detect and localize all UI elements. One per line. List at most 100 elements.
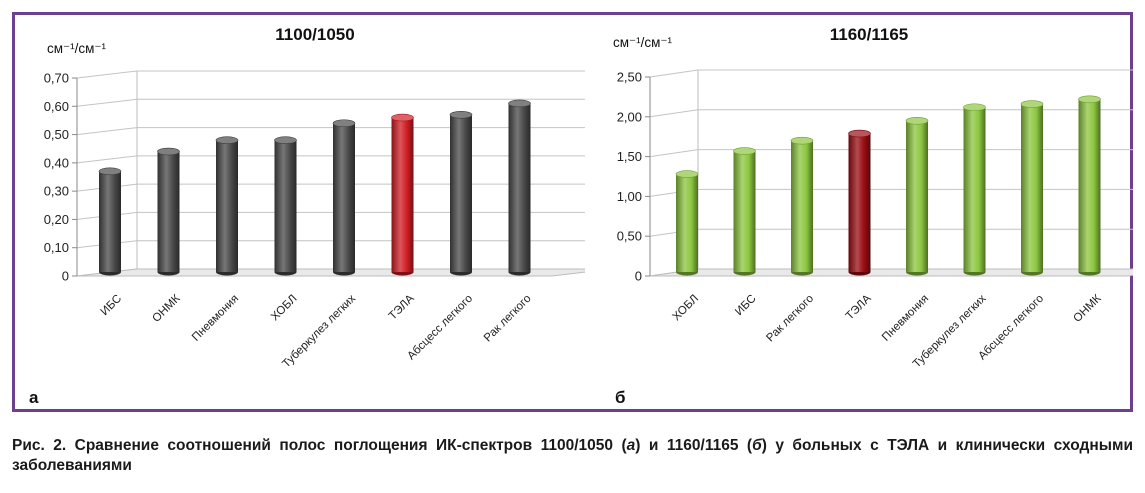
- figure-frame: 0 0,10 0,20 0,30 0,40 0,50 0,60 0,70 ИБС ОНМК Пнев…: [12, 12, 1133, 412]
- y-tick-label: 1,50: [617, 149, 642, 164]
- chart-title: 1160/1165: [830, 25, 908, 44]
- bar-body: [508, 103, 531, 272]
- bar: [1078, 95, 1101, 276]
- y-tick-label: 2,50: [617, 70, 642, 85]
- y-axis-unit: см⁻¹/см⁻¹: [613, 35, 673, 50]
- x-tick-label: Рак легкого: [764, 293, 816, 345]
- bar: [733, 147, 756, 276]
- bar-body: [676, 174, 698, 272]
- x-tick-label: Пневмония: [190, 293, 241, 344]
- gridline-diag: [649, 69, 699, 78]
- bar-top: [905, 116, 929, 125]
- bar-body: [791, 140, 813, 272]
- gridline-diag: [649, 109, 699, 118]
- bar-top: [1020, 100, 1044, 108]
- panel-label: б: [615, 388, 626, 407]
- bar: [1020, 100, 1044, 276]
- gridline-diag: [76, 127, 138, 136]
- bar-top: [675, 170, 699, 178]
- bar-body: [216, 140, 238, 272]
- bar: [157, 147, 180, 276]
- x-tick-label: Абсцесс легкого: [405, 293, 475, 363]
- bar-top: [848, 129, 871, 138]
- bar-body: [1021, 104, 1043, 273]
- bar-top: [157, 147, 180, 156]
- gridlines: [649, 69, 1133, 277]
- x-tick-label: ТЭЛА: [387, 292, 417, 322]
- chart-title: 1100/1050: [275, 25, 354, 44]
- y-tick-label: 0: [635, 269, 642, 284]
- bar-body: [963, 107, 986, 272]
- bar-body: [906, 120, 928, 272]
- y-tick-label: 2,00: [617, 109, 642, 124]
- bar: [332, 119, 356, 276]
- y-tick-label: 0,20: [44, 212, 69, 227]
- bar: [98, 167, 122, 276]
- bar-body: [333, 123, 355, 272]
- gridline-diag: [76, 155, 138, 164]
- bar-top: [274, 136, 297, 145]
- caption-part3: ) у больных с ТЭЛА и клинически сходными…: [12, 437, 1133, 474]
- y-tick-label: 0,70: [44, 71, 69, 86]
- bar: [391, 113, 414, 276]
- bar-body: [848, 133, 871, 272]
- chart-floor: [649, 268, 1133, 277]
- bar: [449, 110, 473, 276]
- bar-top: [790, 136, 814, 145]
- bar-body: [450, 114, 472, 273]
- bar-top: [733, 147, 756, 155]
- chart-panel-a: 0 0,10 0,20 0,30 0,40 0,50 0,60 0,70 ИБС ОНМК Пнев…: [29, 25, 585, 407]
- caption-panel-a-ref: а: [626, 437, 636, 454]
- bar: [274, 136, 297, 276]
- y-tick-label: 0,50: [44, 127, 69, 142]
- bar-top: [508, 99, 531, 108]
- bar-body: [99, 171, 121, 272]
- x-tick-label: ХОБЛ: [269, 293, 300, 324]
- bar: [675, 170, 699, 276]
- bar: [905, 116, 929, 276]
- x-tick-label: ОНМК: [150, 292, 182, 324]
- bar-top: [1078, 95, 1101, 104]
- x-tick-label: ХОБЛ: [670, 293, 701, 324]
- bar-top: [98, 167, 122, 176]
- x-tick-label: ТЭЛА: [844, 292, 874, 322]
- y-tick-label: 0,40: [44, 155, 69, 170]
- x-tick-label: Рак легкого: [482, 293, 534, 345]
- bar: [790, 136, 814, 276]
- bar-body: [391, 117, 414, 272]
- gridline-diag: [76, 70, 138, 79]
- bar-top: [391, 113, 414, 122]
- x-tick-label: Абсцесс легкого: [976, 293, 1046, 363]
- x-tick-label: Пневмония: [880, 293, 931, 344]
- bar: [508, 99, 531, 276]
- bar: [848, 129, 871, 276]
- bar-body: [274, 140, 297, 272]
- caption-panel-b-ref: б: [752, 437, 762, 454]
- y-tick-label: 0,30: [44, 184, 69, 199]
- gridline-diag: [649, 149, 699, 158]
- bar-body: [733, 151, 756, 272]
- y-tick-label: 0,60: [44, 99, 69, 114]
- y-axis-unit: см⁻¹/см⁻¹: [47, 41, 107, 56]
- chart-panel-b: 0 0,50 1,00 1,50 2,00 2,50 ХОБЛ ИБС Рак легкого Т…: [613, 25, 1133, 407]
- bar-top: [332, 119, 356, 128]
- x-tick-label: ИБС: [99, 293, 124, 318]
- bar-body: [1078, 99, 1101, 273]
- y-tick-label: 1,00: [617, 189, 642, 204]
- bar-body: [157, 151, 180, 272]
- caption-part2: ) и 1160/1165 (: [635, 437, 753, 454]
- y-tick-label: 0,10: [44, 240, 69, 255]
- x-tick-label: ОНМК: [1071, 292, 1103, 324]
- bar-top: [449, 110, 473, 119]
- gridline-diag: [76, 98, 138, 107]
- y-tick-label: 0: [62, 269, 69, 284]
- bar-top: [963, 103, 986, 112]
- panel-label: а: [29, 388, 39, 407]
- x-tick-label: ИБС: [733, 293, 758, 318]
- bar: [215, 136, 239, 276]
- figure-caption: Рис. 2. Сравнение соотношений полос погл…: [12, 436, 1133, 476]
- bar-top: [215, 136, 239, 145]
- bar: [963, 103, 986, 276]
- caption-part1: Рис. 2. Сравнение соотношений полос погл…: [12, 437, 627, 454]
- y-tick-label: 0,50: [617, 229, 642, 244]
